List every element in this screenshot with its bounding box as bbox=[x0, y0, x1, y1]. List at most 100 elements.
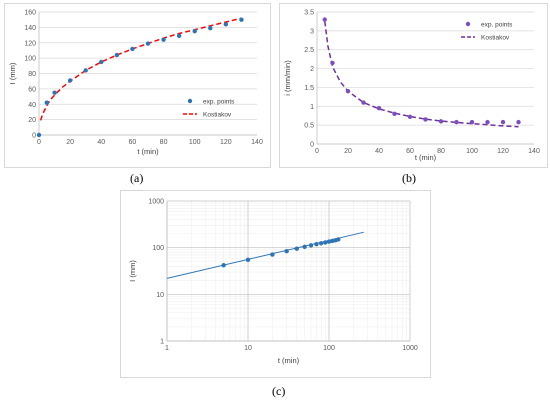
caption-b: (b) bbox=[402, 171, 416, 185]
legend-label-fit: Kostiakov bbox=[481, 35, 510, 42]
x-tick-label: 100 bbox=[189, 139, 201, 146]
data-point bbox=[438, 119, 444, 124]
legend-marker-points bbox=[465, 21, 471, 27]
x-tick-label: 0 bbox=[37, 139, 41, 146]
x-tick-label: 60 bbox=[406, 148, 414, 155]
y-tick-label: 80 bbox=[28, 71, 36, 78]
data-point bbox=[326, 239, 332, 244]
chart-c: 1 10 100 1000 1 10 100 1000 t (min) I (mm) bbox=[128, 199, 418, 366]
y-tick-label: 1 bbox=[310, 104, 314, 111]
caption-a: (a) bbox=[130, 171, 144, 185]
data-point bbox=[361, 100, 366, 105]
x-tick-label: 40 bbox=[97, 139, 105, 146]
x-tick-label: 100 bbox=[323, 345, 335, 352]
data-point bbox=[308, 243, 314, 248]
caption-c: (c) bbox=[272, 384, 286, 398]
data-point bbox=[44, 100, 49, 105]
y-tick-label: 3.5 bbox=[304, 10, 314, 17]
data-point bbox=[114, 52, 120, 58]
data-point bbox=[318, 241, 324, 246]
legend-label-points: exp. points bbox=[203, 99, 235, 106]
data-point bbox=[302, 244, 307, 250]
data-point bbox=[407, 114, 413, 120]
y-tick-label: 60 bbox=[28, 86, 36, 93]
data-point bbox=[176, 33, 182, 39]
chart-b: 0 20 40 60 80 100 120 140 0 0.5 1 1.5 2 2.5 3 3.5 t (min… bbox=[283, 10, 540, 163]
data-point bbox=[161, 37, 166, 42]
data-point bbox=[485, 119, 490, 125]
x-tick-label: 1 bbox=[165, 345, 169, 352]
x-tick-label: 120 bbox=[220, 139, 232, 146]
x-tick-label: 120 bbox=[497, 148, 509, 155]
legend-label-fit: Kostiakov bbox=[203, 112, 232, 119]
y-tick-label: 1 bbox=[160, 339, 164, 346]
y-tick-label: 100 bbox=[24, 56, 36, 63]
data-point bbox=[208, 25, 213, 31]
data-point bbox=[284, 249, 289, 254]
y-tick-label: 120 bbox=[24, 40, 36, 47]
y-tick-label: 0 bbox=[310, 142, 314, 149]
data-point bbox=[52, 90, 57, 95]
data-point bbox=[221, 263, 226, 268]
chart-panel-c: 1 10 100 1000 1 10 100 1000 t (min) I (mm) bbox=[120, 190, 431, 378]
y-tick-label: 160 bbox=[24, 10, 36, 17]
data-point bbox=[245, 257, 251, 262]
x-tick-label: 80 bbox=[160, 139, 168, 146]
y-tick-label: 2.5 bbox=[304, 47, 314, 54]
data-point bbox=[270, 252, 275, 257]
x-axis-label: t (min) bbox=[137, 147, 159, 156]
x-tick-label: 140 bbox=[251, 139, 263, 146]
data-point bbox=[36, 132, 42, 138]
y-tick-label: 40 bbox=[28, 102, 36, 109]
x-tick-label: 20 bbox=[344, 148, 352, 155]
data-point bbox=[376, 105, 382, 111]
y-tick-label: 1.5 bbox=[304, 85, 314, 92]
data-point bbox=[345, 89, 351, 94]
data-point bbox=[330, 60, 335, 66]
x-axis-label: t (min) bbox=[278, 356, 300, 365]
y-tick-label: 10 bbox=[156, 292, 164, 299]
data-point bbox=[67, 78, 73, 83]
x-tick-label: 40 bbox=[375, 148, 383, 155]
y-tick-label: 3 bbox=[310, 28, 314, 35]
y-axis-label: I (mm) bbox=[8, 62, 17, 84]
chart-panel-b: 0 20 40 60 80 100 120 140 0 0.5 1 1.5 2 2.5 3 3.5 t (min… bbox=[279, 3, 548, 168]
legend-marker-points bbox=[187, 98, 193, 104]
data-point bbox=[83, 68, 88, 73]
y-tick-label: 2 bbox=[310, 66, 314, 73]
data-point bbox=[239, 17, 244, 22]
data-point bbox=[454, 119, 459, 125]
y-tick-label: 1000 bbox=[148, 199, 164, 206]
x-tick-label: 1000 bbox=[402, 345, 418, 352]
x-tick-label: 60 bbox=[129, 139, 137, 146]
x-tick-label: 0 bbox=[315, 148, 319, 155]
y-tick-label: 0.5 bbox=[304, 123, 314, 130]
x-tick-label: 80 bbox=[437, 148, 445, 155]
x-tick-label: 20 bbox=[66, 139, 74, 146]
data-point bbox=[145, 41, 151, 46]
y-axis-label: i (mm/min) bbox=[283, 60, 292, 96]
data-point bbox=[500, 119, 506, 125]
data-point bbox=[314, 241, 319, 247]
data-point bbox=[294, 246, 299, 251]
y-tick-label: 100 bbox=[152, 245, 164, 252]
data-point bbox=[469, 119, 475, 125]
x-tick-label: 10 bbox=[244, 345, 252, 352]
x-tick-label: 140 bbox=[528, 148, 540, 155]
data-point bbox=[336, 237, 341, 242]
y-axis-label: I (mm) bbox=[128, 260, 137, 282]
chart-panel-a: 0 20 40 60 80 100 120 140 0 20 40 60 80 100 120 140 160 t… bbox=[4, 3, 271, 168]
y-tick-label: 20 bbox=[28, 117, 36, 124]
chart-a: 0 20 40 60 80 100 120 140 0 20 40 60 80 100 120 140 160 t… bbox=[8, 10, 263, 157]
data-point bbox=[323, 240, 328, 245]
data-point bbox=[192, 29, 197, 34]
legend-label-points: exp. points bbox=[481, 22, 513, 29]
data-point bbox=[423, 117, 428, 122]
data-point bbox=[392, 111, 397, 117]
data-point bbox=[223, 22, 229, 27]
data-point bbox=[322, 17, 327, 22]
y-tick-label: 0 bbox=[32, 133, 36, 140]
data-point bbox=[130, 46, 135, 52]
x-tick-label: 100 bbox=[466, 148, 478, 155]
x-axis-label: t (min) bbox=[415, 153, 437, 162]
